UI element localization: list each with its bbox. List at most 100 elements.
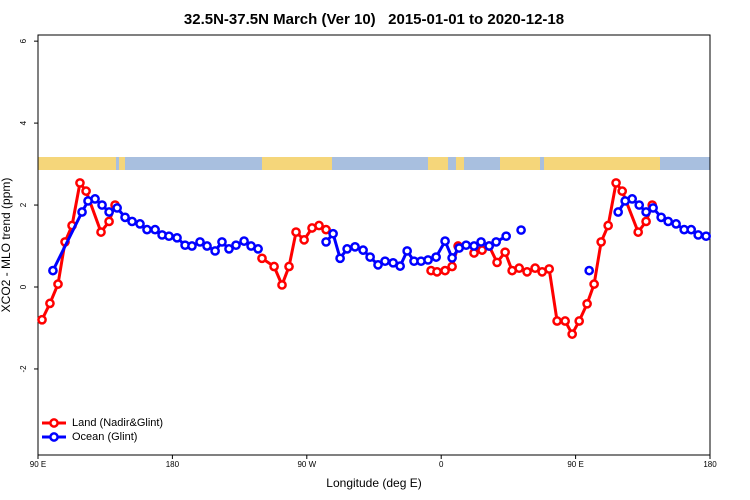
data-point	[257, 253, 267, 264]
data-point	[440, 236, 450, 246]
data-point	[75, 178, 85, 188]
data-point	[560, 316, 570, 326]
land-strip	[38, 157, 116, 170]
data-point	[469, 241, 479, 251]
data-point	[671, 219, 681, 229]
data-point	[567, 329, 578, 339]
land-strip	[500, 157, 540, 170]
data-point	[253, 244, 263, 254]
data-point	[328, 228, 338, 239]
land-strip	[544, 157, 660, 170]
data-point	[431, 252, 441, 262]
chart-title: 32.5N-37.5N March (Ver 10) 2015-01-01 to…	[184, 11, 564, 28]
x-tick-label: 0	[439, 460, 444, 469]
data-point	[701, 231, 711, 242]
x-tick-label: 90 E	[30, 460, 46, 469]
data-point	[596, 237, 606, 247]
data-point	[544, 264, 555, 274]
data-point	[686, 224, 697, 235]
data-point	[491, 237, 502, 247]
data-point	[617, 186, 628, 196]
legend-label: Land (Nadir&Glint)	[72, 417, 163, 429]
legend-marker	[49, 418, 59, 428]
data-point	[321, 224, 331, 235]
y-tick-label: 4	[19, 120, 28, 125]
data-point	[648, 203, 658, 213]
data-point	[484, 241, 494, 251]
x-tick-label: 90 E	[567, 460, 583, 469]
data-point	[217, 237, 227, 247]
data-point	[641, 207, 651, 217]
data-point	[53, 279, 63, 289]
data-point	[380, 256, 390, 267]
data-point	[440, 265, 450, 276]
data-point	[210, 246, 220, 256]
data-point	[104, 216, 114, 227]
land-sea-strip	[38, 157, 710, 170]
legend-marker	[49, 432, 59, 442]
data-point	[81, 186, 91, 196]
data-point	[187, 241, 197, 251]
legend-label: Ocean (Glint)	[72, 431, 137, 443]
data-point	[291, 227, 301, 237]
land-strip	[262, 157, 332, 170]
data-point	[613, 207, 624, 217]
data-point	[299, 235, 309, 245]
data-point	[96, 227, 106, 237]
data-point	[589, 279, 599, 289]
data-point	[641, 216, 651, 227]
land-strip	[456, 157, 464, 170]
data-point	[277, 280, 287, 290]
data-point	[112, 203, 122, 213]
data-point	[342, 244, 352, 254]
x-tick-label: 180	[166, 460, 180, 469]
data-point	[164, 231, 174, 242]
data-point	[423, 255, 433, 265]
data-point	[269, 261, 279, 272]
data-point	[501, 231, 512, 242]
data-point	[37, 314, 47, 325]
x-tick-label: 90 W	[297, 460, 316, 469]
data-point	[202, 241, 212, 251]
land-strip	[428, 157, 448, 170]
data-point	[239, 236, 249, 246]
data-point	[77, 207, 87, 217]
data-point	[120, 212, 130, 223]
data-point	[402, 246, 413, 256]
data-point	[461, 240, 471, 251]
data-point	[104, 207, 114, 217]
data-point	[358, 245, 368, 255]
data-point	[552, 316, 562, 326]
data-point	[500, 247, 510, 258]
data-point	[314, 220, 324, 231]
data-point	[492, 257, 502, 268]
land-strip	[119, 157, 125, 170]
x-axis-label: Longitude (deg E)	[326, 476, 421, 490]
x-tick-label: 180	[703, 460, 717, 469]
data-point	[335, 253, 345, 264]
data-point	[611, 178, 621, 188]
data-point	[284, 261, 294, 272]
data-point	[195, 237, 205, 247]
data-point	[127, 216, 137, 227]
data-point	[321, 237, 331, 247]
data-point	[656, 212, 667, 223]
data-point	[48, 265, 58, 276]
data-point	[693, 230, 704, 240]
data-point	[373, 260, 383, 270]
data-point	[135, 219, 145, 229]
y-tick-label: 2	[19, 202, 28, 207]
y-tick-label: 0	[19, 284, 28, 289]
data-point	[97, 200, 107, 210]
data-point	[627, 194, 638, 204]
y-axis-label: XCO2 - MLO trend (ppm)	[0, 178, 13, 313]
data-point	[365, 252, 375, 262]
data-point	[432, 266, 442, 277]
data-point	[447, 253, 457, 263]
data-point	[574, 316, 585, 326]
data-point	[514, 263, 525, 274]
data-point	[516, 225, 526, 235]
data-point	[582, 298, 592, 309]
